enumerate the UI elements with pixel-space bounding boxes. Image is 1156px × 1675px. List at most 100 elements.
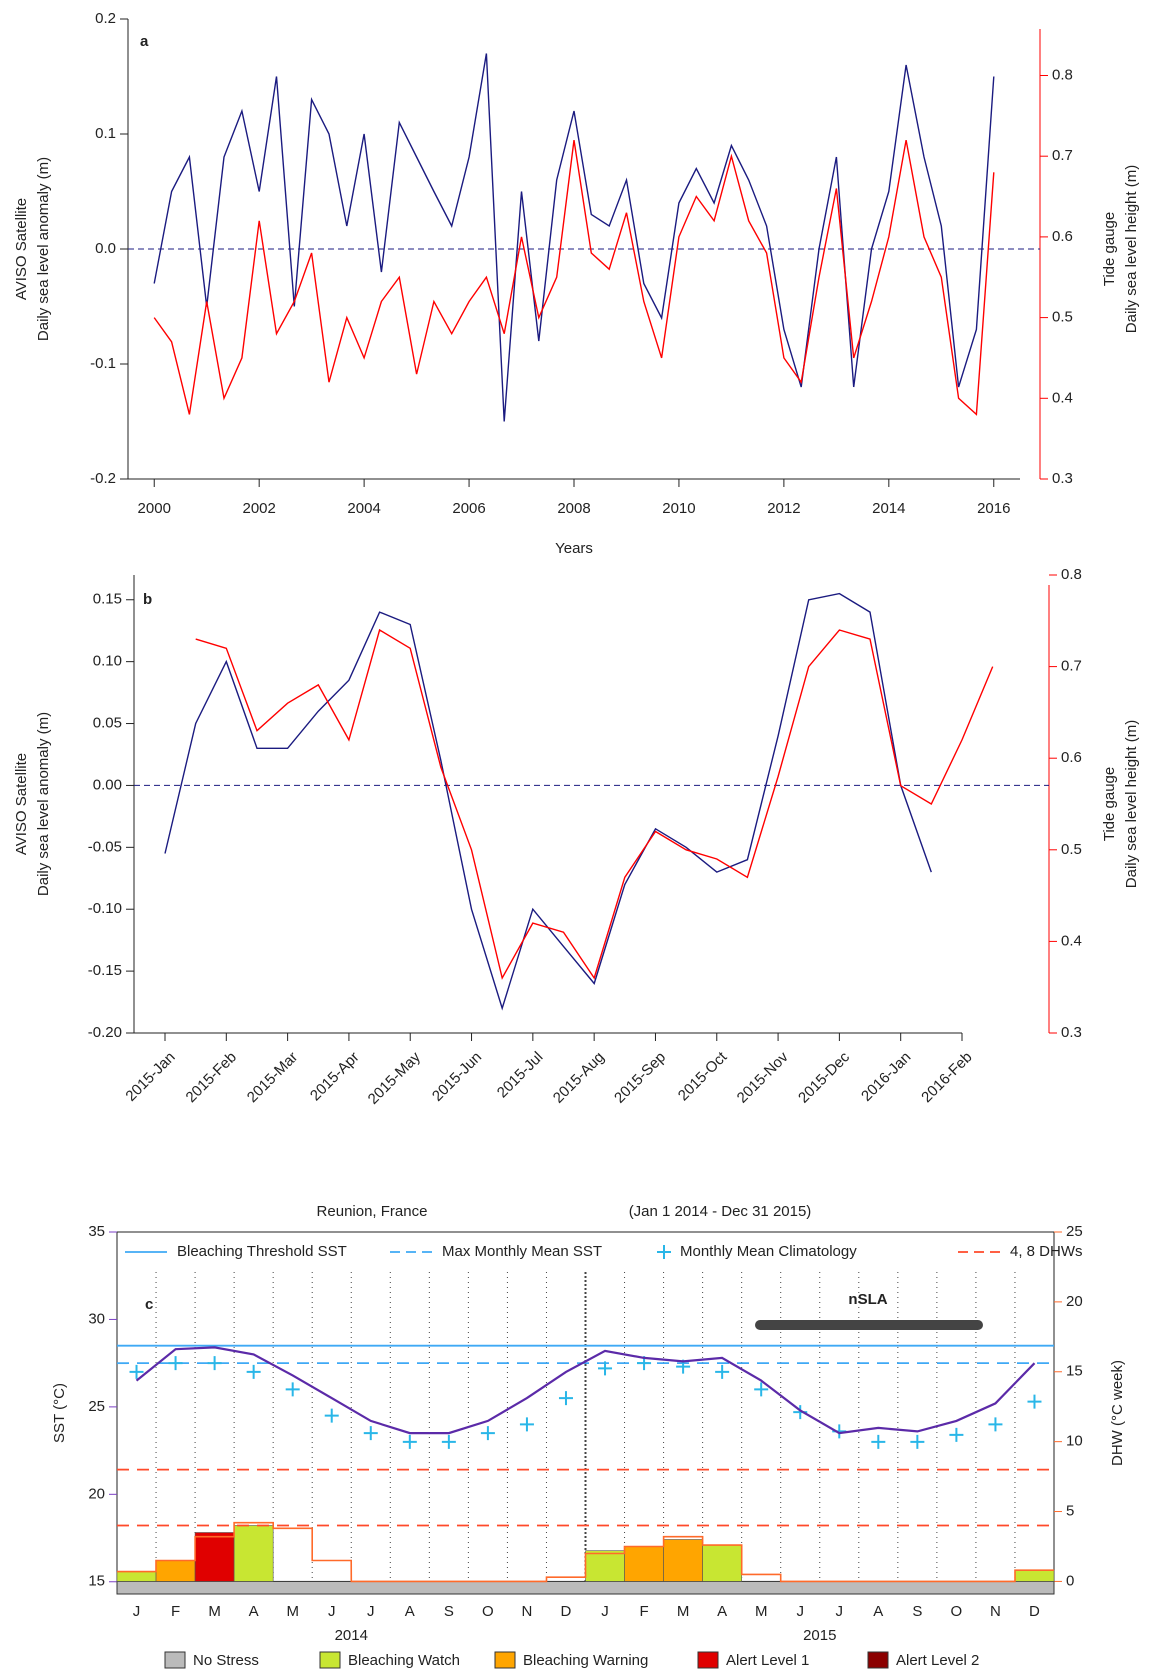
climatology-marker	[988, 1417, 1003, 1432]
stress-legend-label: Alert Level 2	[896, 1652, 979, 1669]
series-line	[153, 53, 995, 422]
climatology-marker	[754, 1382, 769, 1397]
y-tick-label: 30	[88, 1310, 105, 1327]
legend-symbol	[657, 1245, 671, 1259]
series-line	[153, 139, 995, 416]
y2-tick-label: 0	[1066, 1572, 1074, 1589]
x-tick-label: 2012	[767, 500, 800, 517]
y2-tick-label: 20	[1066, 1293, 1083, 1310]
climatology-marker	[324, 1408, 339, 1423]
x-tick-label: 2015-Apr	[307, 1049, 363, 1105]
x-tick-label: O	[951, 1603, 963, 1620]
x-tick-label: D	[561, 1603, 572, 1620]
y2-tick-label: 0.5	[1061, 841, 1082, 858]
x-tick-label: M	[208, 1603, 221, 1620]
x-tick-label: 2015-Jul	[494, 1049, 547, 1102]
y2-tick-label: 10	[1066, 1433, 1083, 1450]
x-tick-label: 2015-Jun	[429, 1049, 485, 1105]
y2-tick-label: 0.3	[1052, 470, 1073, 487]
y2-axis-label: Daily sea level height (m)	[1123, 720, 1140, 888]
climatology-marker	[949, 1427, 964, 1442]
x-tick-label: M	[755, 1603, 768, 1620]
x-tick-label: 2010	[662, 500, 695, 517]
x-tick-label: F	[171, 1603, 180, 1620]
y-tick-label: 20	[88, 1485, 105, 1502]
stress-legend-swatch	[867, 1651, 889, 1669]
x-tick-label: 2014	[872, 500, 905, 517]
stress-bar	[702, 1544, 742, 1582]
x-tick-label: S	[912, 1603, 922, 1620]
climatology-marker	[715, 1364, 730, 1379]
stress-bar	[233, 1525, 274, 1582]
climatology-marker	[246, 1364, 261, 1379]
x-tick-label: 2006	[452, 500, 485, 517]
x-tick-label: 2015-Feb	[183, 1049, 240, 1106]
y2-tick-label: 0.8	[1052, 66, 1073, 83]
y-tick-label: -0.2	[90, 470, 116, 487]
x-tick-label: J	[796, 1603, 804, 1620]
climatology-marker	[558, 1391, 573, 1406]
x-tick-label: 2015-May	[365, 1048, 425, 1108]
y2-axis-label: Tide gauge	[1101, 212, 1118, 287]
legend-label: 4, 8 DHWs	[1010, 1243, 1083, 1260]
series-line	[135, 1346, 1036, 1435]
dhw-line	[117, 1521, 1054, 1583]
legend-label: Monthly Mean Climatology	[680, 1243, 857, 1260]
series-line	[195, 628, 994, 980]
x-tick-label: 2000	[138, 500, 171, 517]
y-tick-label: 0.00	[93, 776, 122, 793]
y2-tick-label: 0.4	[1052, 389, 1073, 406]
panel-label: b	[143, 591, 152, 608]
year-label: 2014	[335, 1627, 368, 1644]
y2-tick-label: 25	[1066, 1223, 1083, 1240]
x-tick-label: A	[717, 1603, 727, 1620]
y-tick-label: 0.15	[93, 591, 122, 608]
y2-tick-label: 15	[1066, 1363, 1083, 1380]
y-tick-label: 0.05	[93, 715, 122, 732]
x-tick-label: J	[133, 1603, 141, 1620]
x-tick-label: M	[286, 1603, 299, 1620]
y-tick-label: 0.2	[95, 10, 116, 27]
x-tick-label: S	[444, 1603, 454, 1620]
y2-tick-label: 0.6	[1061, 749, 1082, 766]
y2-tick-label: 0.7	[1061, 658, 1082, 675]
stress-legend-label: Bleaching Warning	[523, 1652, 648, 1669]
stress-legend-label: Bleaching Watch	[348, 1652, 460, 1669]
y-axis-label: AVISO Satellite	[13, 198, 30, 300]
panel-label: c	[145, 1296, 153, 1313]
y-tick-label: 35	[88, 1223, 105, 1240]
series-line	[164, 592, 932, 1011]
x-tick-label: J	[367, 1603, 375, 1620]
stress-bar	[585, 1550, 625, 1582]
y-tick-label: -0.10	[88, 900, 122, 917]
climatology-marker	[519, 1417, 534, 1432]
stress-legend-swatch	[319, 1651, 341, 1669]
stress-legend-swatch	[164, 1651, 186, 1669]
chart-title: Reunion, France	[317, 1203, 428, 1220]
y-tick-label: -0.15	[88, 962, 122, 979]
y2-tick-label: 0.3	[1061, 1024, 1082, 1041]
stress-legend-label: Alert Level 1	[726, 1652, 809, 1669]
y2-tick-label: 0.8	[1061, 566, 1082, 583]
stress-bar	[155, 1560, 196, 1582]
climatology-marker	[871, 1434, 886, 1449]
stress-legend-swatch	[697, 1651, 719, 1669]
y2-tick-label: 0.6	[1052, 228, 1073, 245]
climatology-marker	[285, 1382, 300, 1397]
climatology-marker	[910, 1434, 925, 1449]
stress-bar	[663, 1539, 703, 1582]
no-stress-strip	[116, 1580, 1055, 1595]
y-tick-label: -0.05	[88, 838, 122, 855]
x-tick-label: 2002	[242, 500, 275, 517]
legend-label: Max Monthly Mean SST	[442, 1243, 602, 1260]
climatology-marker	[1027, 1394, 1042, 1409]
x-tick-label: J	[601, 1603, 609, 1620]
climatology-marker	[168, 1356, 183, 1371]
x-tick-label: O	[482, 1603, 494, 1620]
annotation: nSLA	[848, 1291, 887, 1308]
x-tick-label: 2004	[347, 500, 380, 517]
y-tick-label: 0.0	[95, 240, 116, 257]
y2-tick-label: 0.5	[1052, 309, 1073, 326]
y-tick-label: 0.1	[95, 125, 116, 142]
